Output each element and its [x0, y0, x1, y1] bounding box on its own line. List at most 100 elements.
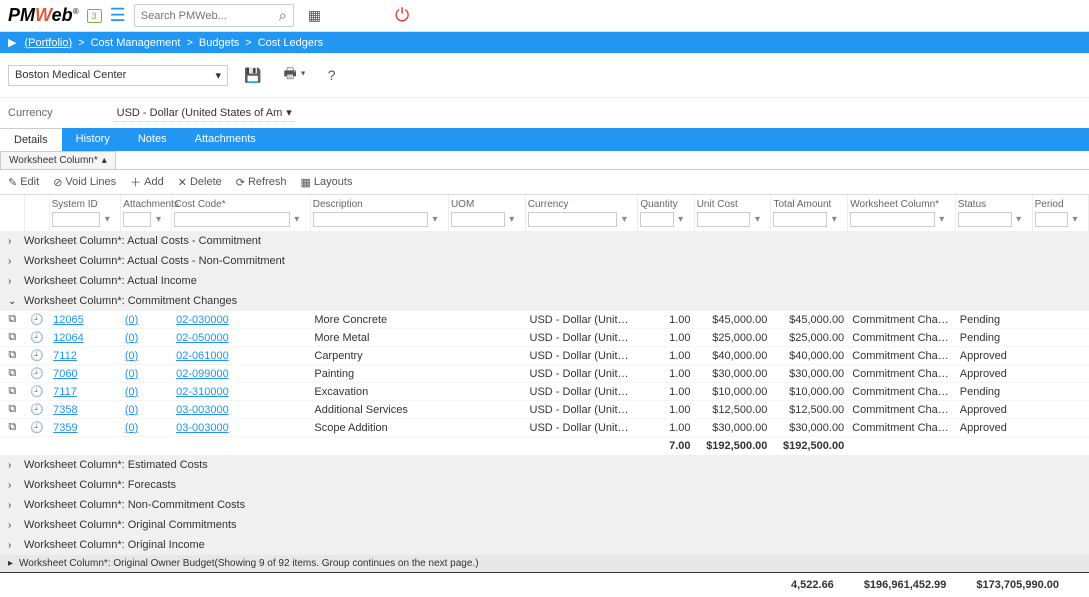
delete-button[interactable]: ✕ Delete	[178, 176, 222, 189]
tab-notes[interactable]: Notes	[124, 128, 181, 151]
copy-icon[interactable]: ⧉	[0, 311, 25, 329]
project-dropdown[interactable]: Boston Medical Center▾	[8, 65, 228, 86]
subtab-worksheet-column[interactable]: Worksheet Column* ▴	[0, 151, 116, 169]
refresh-button[interactable]: ⟳ Refresh	[236, 176, 287, 189]
filter-period[interactable]	[1035, 212, 1068, 227]
cost-code-link[interactable]: 02-061000	[176, 350, 229, 362]
table-row[interactable]: ⧉🕘12064(0)02-050000More MetalUSD - Dolla…	[0, 329, 1089, 347]
search-input[interactable]	[141, 10, 279, 22]
pager-group-row[interactable]: ▸ Worksheet Column*: Original Owner Budg…	[0, 555, 1089, 572]
currency-dropdown[interactable]: USD - Dollar (United States of Am ▾	[113, 104, 296, 122]
breadcrumb-item[interactable]: Cost Management	[91, 37, 181, 49]
system-id-link[interactable]: 7117	[53, 386, 77, 398]
col-system-id[interactable]: System ID	[52, 199, 119, 210]
tab-details[interactable]: Details	[0, 128, 62, 151]
group-row-collapsed[interactable]: ›Worksheet Column*: Forecasts	[0, 475, 1089, 495]
filter-icon[interactable]: ▾	[827, 214, 841, 225]
filter-cost-code[interactable]	[174, 212, 289, 227]
search-box[interactable]: ⌕	[134, 4, 294, 27]
col-cost-code[interactable]: Cost Code*	[174, 199, 307, 210]
attachments-link[interactable]: (0)	[125, 422, 138, 434]
filter-description[interactable]	[313, 212, 428, 227]
clock-icon[interactable]: 🕘	[25, 311, 50, 329]
copy-icon[interactable]: ⧉	[0, 401, 25, 419]
col-total-amount[interactable]: Total Amount	[773, 199, 845, 210]
clock-icon[interactable]: 🕘	[25, 365, 50, 383]
clock-icon[interactable]: 🕘	[25, 401, 50, 419]
col-currency[interactable]: Currency	[528, 199, 636, 210]
group-row-expanded[interactable]: ⌄ Worksheet Column*: Commitment Changes	[0, 291, 1089, 311]
attachments-link[interactable]: (0)	[125, 314, 138, 326]
print-icon[interactable]: 🖶 ▾	[277, 59, 311, 91]
group-row-collapsed[interactable]: ›Worksheet Column*: Original Commitments	[0, 515, 1089, 535]
filter-icon[interactable]: ▾	[617, 214, 631, 225]
tab-history[interactable]: History	[62, 128, 124, 151]
add-button[interactable]: ＋ Add	[130, 174, 164, 190]
filter-currency[interactable]	[528, 212, 618, 227]
filter-status[interactable]	[958, 212, 1012, 227]
copy-icon[interactable]: ⧉	[0, 347, 25, 365]
layouts-button[interactable]: ▦ Layouts	[301, 176, 353, 189]
grid-icon[interactable]: ▦	[302, 3, 327, 28]
cost-code-link[interactable]: 02-050000	[176, 332, 229, 344]
filter-total-amount[interactable]	[773, 212, 827, 227]
col-period[interactable]: Period	[1035, 199, 1086, 210]
filter-worksheet-column[interactable]	[850, 212, 935, 227]
next-page-icon[interactable]: ▸	[8, 558, 13, 569]
group-row-collapsed[interactable]: ›Worksheet Column*: Actual Costs - Commi…	[0, 231, 1089, 251]
cost-code-link[interactable]: 03-003000	[176, 404, 229, 416]
group-row-collapsed[interactable]: ›Worksheet Column*: Non-Commitment Costs	[0, 495, 1089, 515]
filter-unit-cost[interactable]	[697, 212, 751, 227]
filter-attachments[interactable]	[123, 212, 151, 227]
clock-icon[interactable]: 🕘	[25, 383, 50, 401]
filter-system-id[interactable]	[52, 212, 101, 227]
col-unit-cost[interactable]: Unit Cost	[697, 199, 769, 210]
clock-icon[interactable]: 🕘	[25, 347, 50, 365]
attachments-link[interactable]: (0)	[125, 368, 138, 380]
void-lines-button[interactable]: ⊘ Void Lines	[53, 176, 116, 189]
group-row-collapsed[interactable]: ›Worksheet Column*: Actual Costs - Non-C…	[0, 251, 1089, 271]
filter-icon[interactable]: ▾	[935, 214, 949, 225]
attachments-link[interactable]: (0)	[125, 386, 138, 398]
cost-code-link[interactable]: 02-099000	[176, 368, 229, 380]
filter-icon[interactable]: ▾	[428, 214, 442, 225]
table-row[interactable]: ⧉🕘12065(0)02-030000More ConcreteUSD - Do…	[0, 311, 1089, 329]
power-icon[interactable]: ⏻	[395, 5, 409, 26]
filter-icon[interactable]: ▾	[505, 214, 519, 225]
group-row-collapsed[interactable]: ›Worksheet Column*: Original Income	[0, 535, 1089, 555]
table-row[interactable]: ⧉🕘7359(0)03-003000Scope AdditionUSD - Do…	[0, 419, 1089, 437]
copy-icon[interactable]: ⧉	[0, 365, 25, 383]
filter-icon[interactable]: ▾	[1068, 214, 1082, 225]
system-id-link[interactable]: 7358	[53, 404, 77, 416]
clock-icon[interactable]: 🕘	[25, 419, 50, 437]
attachments-link[interactable]: (0)	[125, 350, 138, 362]
save-icon[interactable]: 💾	[238, 63, 267, 88]
col-uom[interactable]: UOM	[451, 199, 523, 210]
copy-icon[interactable]: ⧉	[0, 329, 25, 347]
filter-icon[interactable]: ▾	[750, 214, 764, 225]
col-worksheet-column[interactable]: Worksheet Column*	[850, 199, 953, 210]
filter-quantity[interactable]	[640, 212, 673, 227]
table-row[interactable]: ⧉🕘7358(0)03-003000Additional ServicesUSD…	[0, 401, 1089, 419]
filter-icon[interactable]: ▾	[151, 214, 165, 225]
copy-icon[interactable]: ⧉	[0, 419, 25, 437]
cost-code-link[interactable]: 02-310000	[176, 386, 229, 398]
group-row-collapsed[interactable]: ›Worksheet Column*: Actual Income	[0, 271, 1089, 291]
attachments-link[interactable]: (0)	[125, 404, 138, 416]
cost-code-link[interactable]: 02-030000	[176, 314, 229, 326]
filter-uom[interactable]	[451, 212, 505, 227]
cost-code-link[interactable]: 03-003000	[176, 422, 229, 434]
tab-attachments[interactable]: Attachments	[181, 128, 270, 151]
group-row-collapsed[interactable]: ›Worksheet Column*: Estimated Costs	[0, 455, 1089, 475]
filter-icon[interactable]: ▾	[1012, 214, 1026, 225]
menu-icon[interactable]: ☰	[110, 5, 126, 26]
col-status[interactable]: Status	[958, 199, 1030, 210]
system-id-link[interactable]: 7060	[53, 368, 77, 380]
system-id-link[interactable]: 12064	[53, 332, 84, 344]
breadcrumb-item[interactable]: Budgets	[199, 37, 239, 49]
help-icon[interactable]: ?	[322, 63, 342, 87]
breadcrumb-chevron-icon[interactable]: ▶	[8, 36, 16, 49]
shield-badge[interactable]: 3	[87, 9, 102, 23]
col-quantity[interactable]: Quantity	[640, 199, 691, 210]
attachments-link[interactable]: (0)	[125, 332, 138, 344]
